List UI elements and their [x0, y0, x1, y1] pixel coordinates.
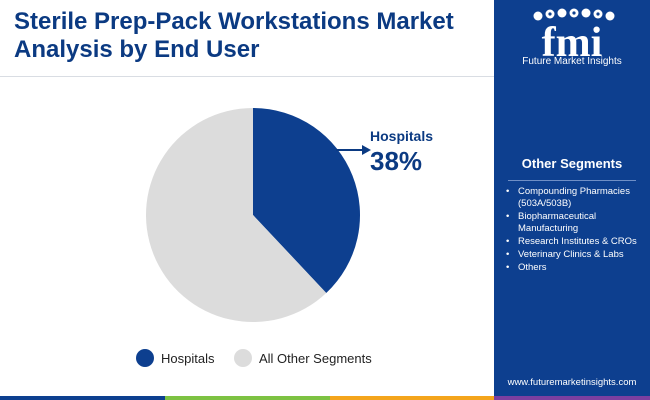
page-title: Sterile Prep-Pack Workstations Market An… — [14, 8, 454, 63]
sidebar-divider — [508, 180, 636, 181]
list-item: • Compounding Pharmacies (503A/503B) — [504, 186, 646, 210]
pie-slice-all-other-segments — [145, 108, 327, 322]
callout-label: Hospitals — [370, 128, 434, 144]
callout-arrow — [336, 145, 371, 155]
list-item-label: Compounding Pharmacies (503A/503B) — [518, 186, 630, 209]
legend-swatch-other — [234, 349, 252, 367]
sidebar-heading: Other Segments — [521, 156, 623, 171]
list-item-label: Others — [518, 262, 547, 273]
brand-name: Future Market Insights — [522, 56, 622, 67]
footer-strip-purple — [494, 396, 650, 400]
legend-swatch-hospitals — [136, 349, 154, 367]
list-item-label: Biopharmaceutical Manufacturing — [518, 211, 597, 234]
pie-chart — [145, 108, 371, 322]
footer-strip-green — [165, 396, 330, 400]
header-divider — [0, 76, 494, 77]
legend-item-hospitals: Hospitals — [136, 348, 214, 368]
bullet-icon: • — [506, 236, 510, 247]
sidebar-panel: fmi Future Market Insights Other Segment… — [494, 0, 650, 400]
segment-list: • Compounding Pharmacies (503A/503B) • Bio… — [504, 186, 646, 275]
footer-strip-orange — [330, 396, 494, 400]
callout-value: 38% — [370, 146, 423, 176]
list-item-label: Research Institutes & CROs — [518, 236, 637, 247]
bullet-icon: • — [506, 211, 510, 222]
list-item: • Others — [504, 262, 646, 274]
bullet-icon: • — [506, 262, 510, 273]
footer-strip-blue — [0, 396, 165, 400]
pie-slice-hospitals — [253, 108, 360, 293]
website-url[interactable]: www.futuremarketinsights.com — [507, 377, 637, 388]
fmi-logo: fmi — [533, 8, 615, 66]
chart-legend: Hospitals All Other Segments — [0, 348, 494, 368]
bullet-icon: • — [506, 186, 510, 197]
list-item: • Research Institutes & CROs — [504, 236, 646, 248]
logo-letters: fmi — [542, 20, 603, 66]
list-item: • Biopharmaceutical Manufacturing — [504, 211, 646, 235]
bullet-icon: • — [506, 249, 510, 260]
legend-label-other: All Other Segments — [259, 350, 372, 366]
list-item: • Veterinary Clinics & Labs — [504, 249, 646, 261]
legend-label-hospitals: Hospitals — [161, 350, 215, 366]
legend-item-other: All Other Segments — [234, 348, 372, 368]
list-item-label: Veterinary Clinics & Labs — [518, 249, 624, 260]
